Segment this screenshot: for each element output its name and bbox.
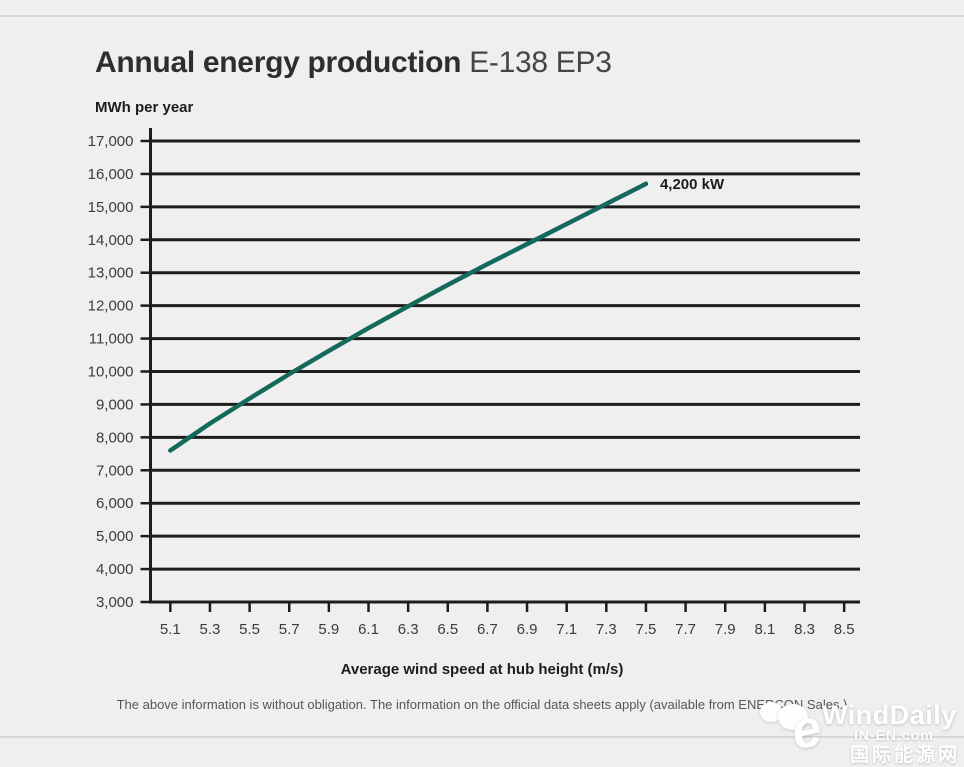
- y-tick-label: 9,000: [96, 396, 134, 413]
- x-tick-label: 8.1: [754, 621, 775, 638]
- y-tick-label: 12,000: [88, 298, 134, 315]
- page-title: Annual energy production E-138 EP3: [95, 46, 612, 80]
- top-divider: [0, 15, 964, 17]
- x-tick-label: 5.3: [200, 621, 221, 638]
- watermark-site-cn: 国际能源网: [850, 745, 961, 766]
- y-tick-label: 6,000: [96, 495, 134, 512]
- series-annotation: 4,200 kW: [660, 176, 725, 193]
- y-tick-label: 8,000: [96, 429, 134, 446]
- x-tick-label: 6.1: [358, 621, 379, 638]
- footer-disclaimer: The above information is without obligat…: [116, 697, 848, 712]
- y-tick-label: 17,000: [88, 133, 134, 150]
- x-tick-label: 5.1: [160, 621, 181, 638]
- x-tick-label: 5.5: [239, 621, 260, 638]
- y-tick-label: 10,000: [88, 364, 134, 381]
- y-tick-label: 4,000: [96, 561, 134, 578]
- y-tick-label: 5,000: [96, 528, 134, 545]
- x-tick-label: 8.3: [794, 621, 815, 638]
- x-tick-label: 6.7: [477, 621, 498, 638]
- y-tick-label: 16,000: [88, 166, 134, 183]
- y-tick-label: 11,000: [89, 331, 134, 348]
- x-tick-label: 5.7: [279, 621, 300, 638]
- y-axis-title: MWh per year: [95, 99, 194, 116]
- y-tick-label: 3,000: [96, 594, 134, 611]
- x-tick-label: 6.3: [398, 621, 419, 638]
- x-tick-label: 7.5: [636, 621, 657, 638]
- watermark-site: IN-EN.com: [854, 727, 934, 743]
- x-tick-label: 7.7: [675, 621, 696, 638]
- x-tick-label: 5.9: [318, 621, 339, 638]
- production-chart: 3,000 4,000 5,000 6,000 7,000 8,000 9,000 10,00…: [88, 128, 860, 638]
- y-tick-label: 13,000: [88, 265, 134, 282]
- x-tick-label: 7.3: [596, 621, 617, 638]
- power-curve-line: [168, 181, 649, 453]
- title-model: E-138 EP3: [469, 46, 612, 79]
- x-tick-label: 6.5: [437, 621, 458, 638]
- x-tick-label: 6.9: [517, 621, 538, 638]
- y-tick-label: 14,000: [88, 232, 134, 249]
- x-axis-title: Average wind speed at hub height (m/s): [340, 661, 624, 678]
- y-tick-label: 7,000: [96, 462, 134, 479]
- title-main: Annual energy production: [95, 46, 462, 79]
- x-tick-label: 7.9: [715, 621, 736, 638]
- x-tick-label: 7.1: [556, 621, 577, 638]
- y-tick-label: 15,000: [88, 199, 134, 216]
- x-tick-label: 8.5: [834, 621, 855, 638]
- bottom-divider: [0, 736, 964, 738]
